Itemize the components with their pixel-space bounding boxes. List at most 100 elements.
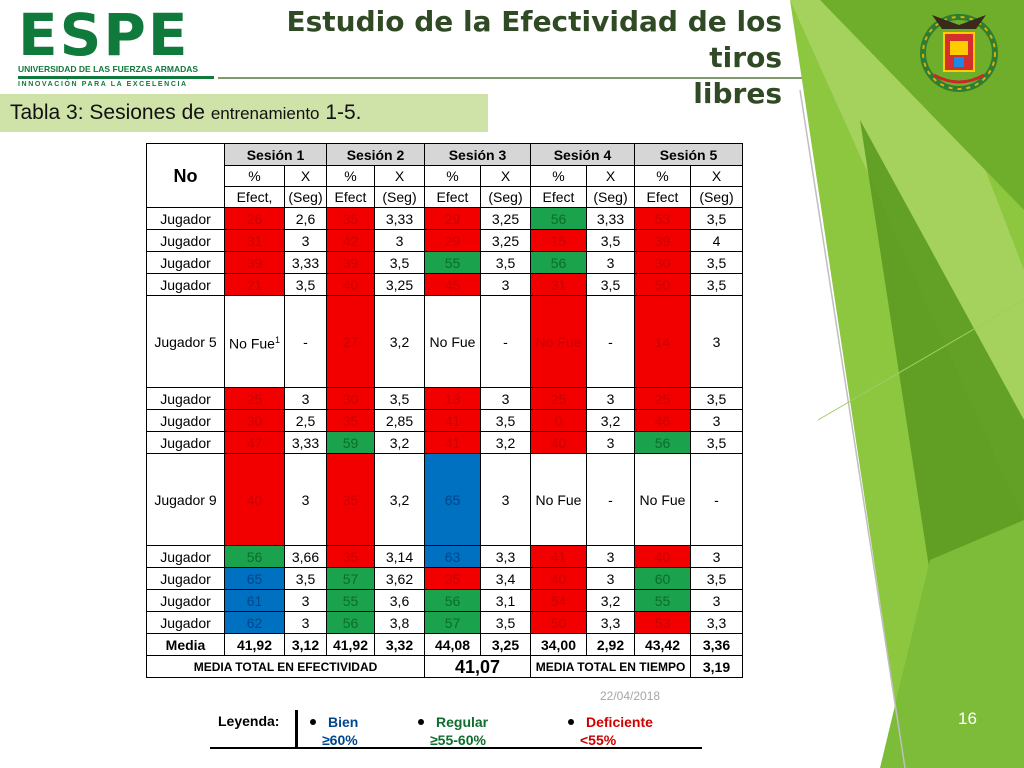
value-cell: 42 [326, 229, 375, 252]
value-cell: 56 [530, 207, 587, 230]
cell-value: 59 [342, 434, 359, 451]
cell-value: 2,85 [385, 412, 414, 429]
cell-value: 3 [301, 390, 310, 407]
cell-value: 3,3 [600, 614, 621, 631]
bullet-icon [310, 719, 316, 726]
table-body: No Sesión 1 Sesión 2 Sesión 3 Sesión 4 Sesión… [146, 143, 743, 678]
value-cell: 65 [424, 453, 481, 546]
value-cell: 3 [284, 453, 327, 546]
value-cell: 3,14 [374, 545, 425, 568]
value-cell: 55 [634, 589, 691, 612]
cell-value: 3,33 [291, 434, 320, 451]
cell-value: 29 [444, 232, 461, 249]
value-cell: 41 [530, 545, 587, 568]
cell-value: 42 [342, 232, 359, 249]
value-cell: 3,25 [374, 273, 425, 296]
value-cell: 3,5 [690, 567, 743, 590]
cell-value: 40 [550, 570, 567, 587]
cell-value: 3,5 [706, 210, 727, 227]
table-row: Jugador 26 2,6 35 3,33 29 3,25 56 3,33 53 3,5 [146, 207, 743, 230]
value-cell: 3,5 [284, 567, 327, 590]
value-cell: 62 [224, 611, 285, 634]
media-value: 41,92 [326, 633, 375, 656]
caption-part-c: 1-5. [319, 101, 362, 124]
value-cell: 13 [424, 387, 481, 410]
title-underline [218, 77, 802, 79]
legend-item-range: ≥55-60% [430, 732, 486, 748]
value-cell: 35 [326, 207, 375, 230]
table-row: Jugador 65 3,5 57 3,62 35 3,4 40 3 60 3,5 [146, 567, 743, 590]
table-row: Jugador 21 3,5 40 3,25 45 3 31 3,5 50 3,5 [146, 273, 743, 296]
legend-item: Deficiente <55% [568, 713, 653, 749]
cell-value: 56 [444, 592, 461, 609]
cell-value: 3,25 [491, 232, 520, 249]
value-cell: 41 [424, 431, 481, 454]
player-label: Jugador [146, 545, 225, 568]
caption-part-b: entrenamiento [210, 104, 320, 123]
value-cell: 40 [530, 431, 587, 454]
cell-value: 13 [444, 390, 461, 407]
slide-date: 22/04/2018 [600, 689, 661, 703]
cell-value: 55 [444, 254, 461, 271]
value-cell: 3,5 [480, 409, 531, 432]
cell-value: 27 [342, 333, 359, 350]
value-cell: 21 [224, 273, 285, 296]
value-cell: 29 [424, 229, 481, 252]
logo-word: ESPE [18, 1, 190, 69]
cell-value: 3,5 [706, 570, 727, 587]
cell-value: 15 [550, 232, 567, 249]
value-cell: 3,33 [284, 431, 327, 454]
cell-value: 3,5 [495, 254, 516, 271]
unit-header-cell: X [586, 165, 635, 187]
cell-value: 35 [342, 548, 359, 565]
cell-value: 3,5 [706, 276, 727, 293]
value-cell: 54 [530, 589, 587, 612]
value-cell: 27 [326, 295, 375, 388]
cell-value: 41 [550, 548, 567, 565]
table-row: Jugador 56 3,66 35 3,14 63 3,3 41 3 40 3 [146, 545, 743, 568]
cell-value: 65 [246, 570, 263, 587]
no-header-cell: No [146, 143, 225, 208]
cell-value: 25 [246, 390, 263, 407]
cell-value: 21 [246, 276, 263, 293]
total-efectividad-value: 41,07 [424, 655, 531, 678]
cell-value: 53 [654, 614, 671, 631]
player-label: Jugador [146, 387, 225, 410]
cell-value: 61 [246, 592, 263, 609]
cell-value: 50 [654, 276, 671, 293]
cell-value: 3,33 [596, 210, 625, 227]
cell-value: 3,5 [706, 254, 727, 271]
table-row: Jugador 5 No Fue1-27 3,2 No Fue - No Fue -14 3 [146, 295, 743, 388]
value-cell: 61 [224, 589, 285, 612]
legend-item-range: ≥60% [322, 732, 358, 748]
media-row: Media 41,92 3,12 41,92 3,32 44,08 3,25 34,00 2,9… [146, 633, 743, 656]
cell-value: 3 [501, 276, 510, 293]
value-cell: 26 [224, 207, 285, 230]
cell-value: 3 [712, 592, 721, 609]
cell-value: 31 [246, 232, 263, 249]
table-caption: Tabla 3: Sesiones de entrenamiento 1-5. [0, 94, 488, 132]
value-cell: 3,5 [284, 273, 327, 296]
cell-value: 3,5 [295, 570, 316, 587]
value-cell: - [284, 295, 327, 388]
value-cell: 3 [586, 251, 635, 274]
value-cell: 46 [634, 409, 691, 432]
cell-value: 3,25 [385, 276, 414, 293]
cell-value: 3,4 [495, 570, 516, 587]
cell-value: - [503, 333, 508, 350]
value-cell: 3 [480, 273, 531, 296]
value-cell: 3,33 [284, 251, 327, 274]
cell-value: 3,25 [491, 210, 520, 227]
logo-subtitle: UNIVERSIDAD DE LAS FUERZAS ARMADAS [18, 64, 199, 74]
cell-value: 3,5 [295, 276, 316, 293]
cell-value: 40 [246, 491, 263, 508]
cell-value: 50 [550, 614, 567, 631]
cell-value: No Fue [429, 333, 476, 350]
player-label: Jugador 9 [146, 453, 225, 546]
value-cell: 39 [326, 251, 375, 274]
cell-value: 35 [444, 570, 461, 587]
value-cell: No Fue [530, 453, 587, 546]
value-cell: 3,33 [374, 207, 425, 230]
cell-value: 3 [606, 390, 615, 407]
